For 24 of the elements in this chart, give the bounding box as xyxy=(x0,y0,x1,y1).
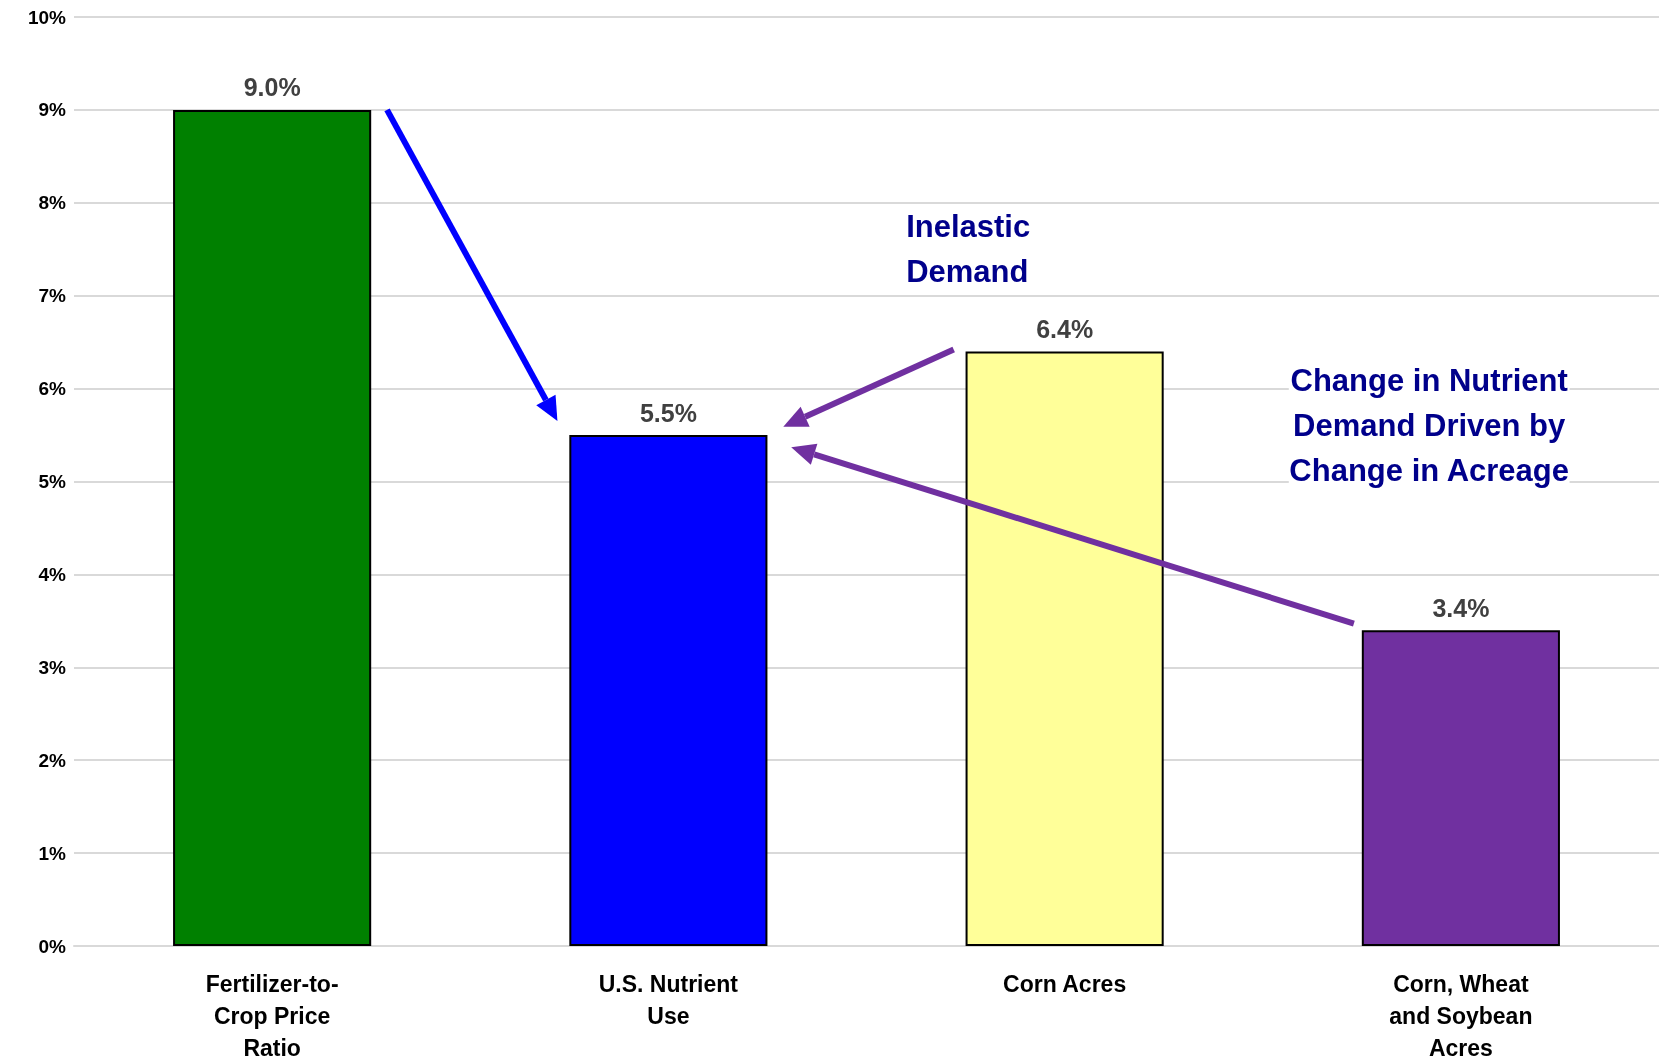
y-tick-label: 0% xyxy=(38,935,67,957)
data-label: 3.4% xyxy=(1432,593,1490,622)
bar xyxy=(1361,630,1560,946)
y-tick-label: 8% xyxy=(38,192,67,214)
data-label: 5.5% xyxy=(639,398,697,427)
bar xyxy=(569,435,768,946)
y-tick-label: 2% xyxy=(38,749,67,771)
y-tick-label: 7% xyxy=(38,285,67,307)
bar xyxy=(173,109,372,946)
y-tick-label: 4% xyxy=(38,563,67,585)
y-tick-label: 1% xyxy=(38,842,67,864)
annotation: Inelastic Demand xyxy=(906,209,1031,290)
y-tick-label: 5% xyxy=(38,471,67,492)
x-tick-label: Corn, Wheat and Soybean Acres xyxy=(1389,971,1533,1061)
annotation: Change in Nutrient Demand Driven by Change in Acreage xyxy=(1289,363,1569,489)
data-label: 9.0% xyxy=(243,73,301,102)
x-tick-label: U.S. Nutrient Use xyxy=(598,971,739,1029)
y-tick-label: 3% xyxy=(38,656,67,678)
y-tick-label: 6% xyxy=(38,378,67,400)
y-tick-label: 9% xyxy=(38,99,67,121)
data-label: 6.4% xyxy=(1036,314,1094,343)
x-tick-label: Corn Acres xyxy=(1003,971,1127,997)
y-tick-label: 10% xyxy=(27,6,67,28)
x-tick-label: Fertilizer-to-Crop Price Ratio xyxy=(205,971,339,1061)
